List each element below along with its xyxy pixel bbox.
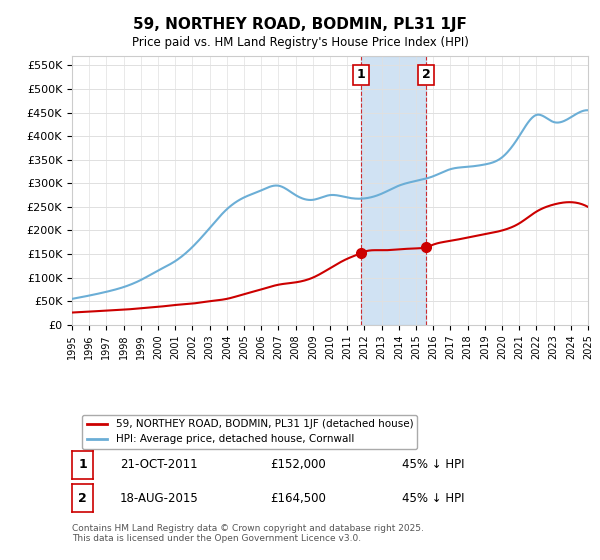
Text: £164,500: £164,500 [270, 492, 326, 505]
Text: 1: 1 [356, 68, 365, 81]
Text: Price paid vs. HM Land Registry's House Price Index (HPI): Price paid vs. HM Land Registry's House … [131, 36, 469, 49]
Text: £152,000: £152,000 [270, 458, 326, 472]
Bar [361, 56, 427, 325]
Text: 2: 2 [78, 492, 87, 505]
Text: 2: 2 [422, 68, 431, 81]
Text: 45% ↓ HPI: 45% ↓ HPI [402, 492, 464, 505]
Text: 59, NORTHEY ROAD, BODMIN, PL31 1JF: 59, NORTHEY ROAD, BODMIN, PL31 1JF [133, 17, 467, 32]
Legend: 59, NORTHEY ROAD, BODMIN, PL31 1JF (detached house), HPI: Average price, detache: 59, NORTHEY ROAD, BODMIN, PL31 1JF (deta… [82, 415, 418, 449]
Text: 1: 1 [78, 458, 87, 472]
Text: 18-AUG-2015: 18-AUG-2015 [120, 492, 199, 505]
Text: 21-OCT-2011: 21-OCT-2011 [120, 458, 197, 472]
Text: 45% ↓ HPI: 45% ↓ HPI [402, 458, 464, 472]
Text: Contains HM Land Registry data © Crown copyright and database right 2025.
This d: Contains HM Land Registry data © Crown c… [72, 524, 424, 543]
